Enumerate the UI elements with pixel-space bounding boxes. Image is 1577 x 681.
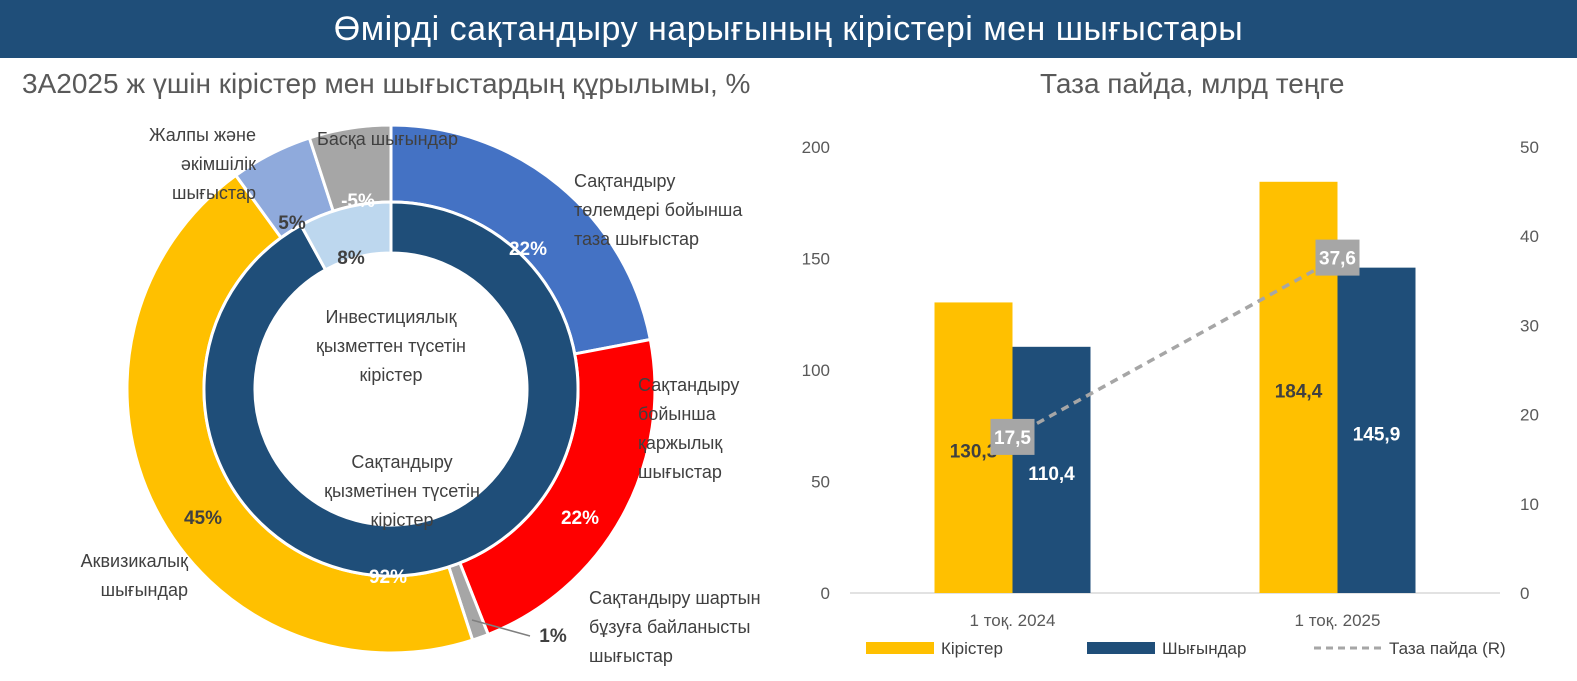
category-label-insurance-income: Сақтандыру қызметінен түсетін кірістер (324, 452, 480, 530)
x-tick-label: 1 тоқ. 2025 (1295, 611, 1381, 630)
net-profit-line: 17,5 37,6 (990, 239, 1360, 455)
slice-label-investment-income: 8% (337, 248, 365, 269)
slice-label-admin: 5% (278, 213, 306, 234)
svg-text:Сақтандыру: Сақтандыру (351, 452, 452, 472)
svg-text:бойынша: бойынша (638, 404, 717, 424)
category-label-net-claims: Сақтандыру төлемдері бойынша таза шығыст… (574, 171, 743, 249)
y-axis-left: 0 50 100 150 200 (802, 138, 830, 603)
slice-label-acquisition: 45% (184, 508, 222, 529)
svg-text:Сақтандыру шартын: Сақтандыру шартын (589, 588, 761, 608)
svg-text:бұзуға байланысты: бұзуға байланысты (589, 617, 750, 637)
legend-swatch-expenses (1087, 642, 1155, 654)
net-profit-value-label: 37,6 (1319, 249, 1356, 270)
donut-chart-title: 3А2025 ж үшін кірістер мен шығыстардың қ… (22, 68, 751, 99)
slice-label-insurance-income: 92% (369, 567, 407, 588)
svg-text:кірістер: кірістер (360, 365, 423, 385)
svg-text:әкімшілік: әкімшілік (181, 154, 256, 174)
svg-text:шығыстар: шығыстар (172, 183, 256, 203)
svg-text:Сақтандыру: Сақтандыру (574, 171, 675, 191)
svg-text:таза шығыстар: таза шығыстар (574, 229, 699, 249)
page-title: Өмірді сақтандыру нарығының кірістері ме… (333, 10, 1244, 48)
bar-value-label: 110,4 (1028, 464, 1075, 485)
legend-swatch-revenue (866, 642, 934, 654)
category-label-finance: Сақтандыру бойынша қаржылық шығыстар (638, 375, 739, 482)
bar-chart: 0 50 100 150 200 0 10 20 30 40 50 130,3 110,4 184,4… (802, 138, 1539, 658)
bar-chart-title: Таза пайда, млрд теңге (1040, 68, 1345, 99)
category-label-termination: Сақтандыру шартын бұзуға байланысты шығы… (589, 588, 761, 666)
y-right-tick-label: 30 (1520, 316, 1539, 335)
page-banner: Өмірді сақтандыру нарығының кірістері ме… (0, 0, 1577, 58)
slice-label-other: -5% (341, 191, 375, 212)
inner-slice-1 (298, 200, 393, 272)
legend-label-expenses: Шығындар (1162, 639, 1246, 658)
svg-text:қызметтен түсетін: қызметтен түсетін (316, 336, 466, 356)
bar-шығындар-0 (1012, 346, 1091, 593)
net-profit-line-path (1011, 256, 1339, 439)
category-label-acquisition: Аквизикалық шығындар (81, 551, 189, 600)
net-profit-value-label: 17,5 (994, 428, 1031, 449)
y-left-tick-label: 100 (802, 361, 830, 380)
inner-slice-0 (202, 200, 580, 578)
net-profit-point-1 (1315, 239, 1360, 276)
svg-text:қаржылық: қаржылық (638, 433, 722, 453)
svg-text:Жалпы және: Жалпы және (149, 125, 256, 145)
bar-value-label: 145,9 (1353, 424, 1401, 445)
slice-label-termination: 1% (539, 626, 567, 647)
legend: Кірістер Шығындар Таза пайда (R) (866, 639, 1506, 658)
bar-шығындар-1 (1337, 267, 1416, 593)
svg-text:шығыстар: шығыстар (638, 462, 722, 482)
svg-text:Аквизикалық: Аквизикалық (81, 551, 189, 571)
y-left-tick-label: 150 (802, 250, 830, 269)
y-right-tick-label: 10 (1520, 495, 1539, 514)
y-axis-right: 0 10 20 30 40 50 (1520, 138, 1539, 603)
net-profit-point-0 (990, 418, 1035, 455)
inner-ring (202, 200, 580, 578)
legend-label-net-profit: Таза пайда (R) (1389, 639, 1506, 658)
svg-text:төлемдері бойынша: төлемдері бойынша (574, 200, 743, 220)
y-left-tick-label: 0 (821, 584, 830, 603)
svg-text:Сақтандыру: Сақтандыру (638, 375, 739, 395)
slice-label-finance: 22% (561, 508, 599, 529)
svg-text:шығыстар: шығыстар (589, 646, 673, 666)
legend-label-revenue: Кірістер (941, 639, 1003, 658)
y-right-tick-label: 20 (1520, 406, 1539, 425)
y-left-tick-label: 50 (811, 473, 830, 492)
category-label-admin: Жалпы және әкімшілік шығыстар (149, 125, 256, 203)
leader-line-termination (471, 619, 531, 637)
y-right-tick-label: 40 (1520, 227, 1539, 246)
category-label-investment-income: Инвестициялық қызметтен түсетін кірістер (316, 307, 466, 385)
y-right-tick-label: 50 (1520, 138, 1539, 157)
donut-chart: 22% 22% 1% 45% 5% -5% 92% 8% Сақтандыру … (81, 123, 761, 666)
svg-text:қызметінен түсетін: қызметінен түсетін (324, 481, 480, 501)
svg-text:шығындар: шығындар (101, 580, 188, 600)
y-left-tick-label: 200 (802, 138, 830, 157)
bar-value-label: 130,3 (950, 442, 998, 463)
slice-label-net-claims: 22% (509, 239, 547, 260)
y-right-tick-label: 0 (1520, 584, 1529, 603)
bar-value-label: 184,4 (1275, 381, 1323, 402)
x-axis: 1 тоқ. 2024 1 тоқ. 2025 (970, 611, 1381, 630)
svg-text:Инвестициялық: Инвестициялық (326, 307, 457, 327)
category-label-other: Басқа шығындар (317, 129, 458, 149)
svg-text:кірістер: кірістер (371, 510, 434, 530)
x-tick-label: 1 тоқ. 2024 (970, 611, 1056, 630)
